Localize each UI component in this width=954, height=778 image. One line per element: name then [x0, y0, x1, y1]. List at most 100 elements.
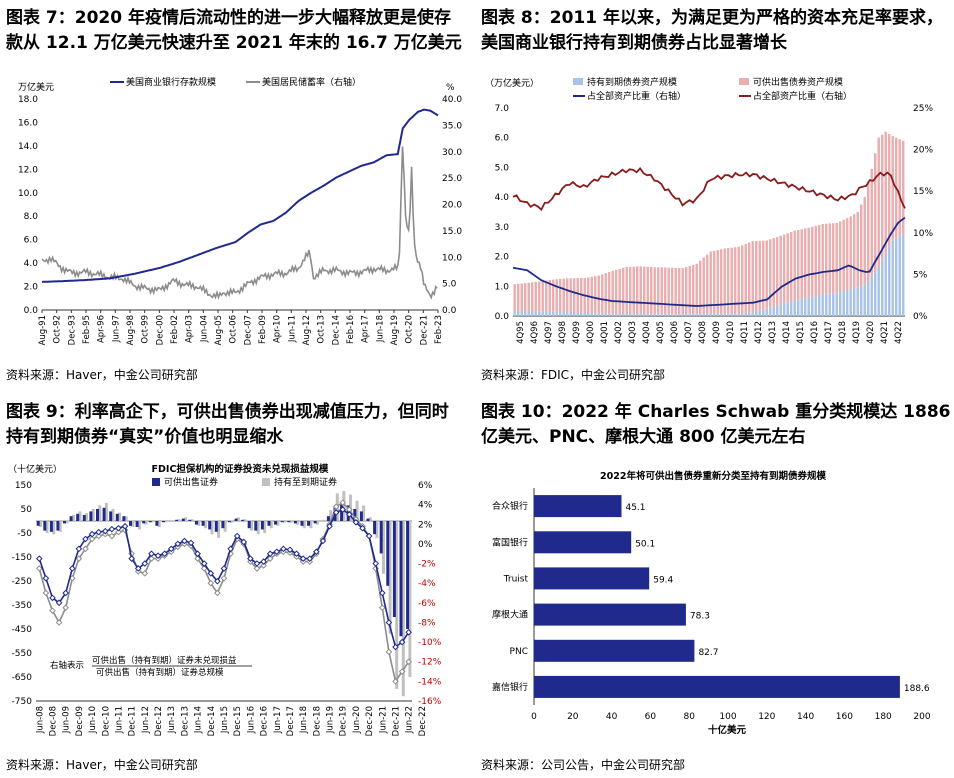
- fig9-series-afs-ratio-point: [280, 545, 287, 553]
- fig7-source: 资料来源：Haver，中金公司研究部: [6, 368, 198, 382]
- fig8-bar-afs: [744, 243, 747, 313]
- fig8-bar-htm: [692, 314, 695, 316]
- fig9-xtick-label: Jun-17: [273, 706, 283, 734]
- fig7-xtick-label: Jun-97: [111, 315, 121, 343]
- fig9-series-afs-ratio-point: [214, 577, 221, 585]
- fig9-ytick-left: -750: [12, 697, 33, 707]
- fig8-bar-afs: [545, 280, 548, 312]
- fig9-bar-afs: [122, 516, 126, 521]
- fig7-ytick-right: 35.0: [442, 121, 462, 131]
- fig8-bar-afs: [513, 284, 516, 311]
- fig9-xtick-label: Dec-14: [207, 706, 217, 736]
- fig7-right-unit: %: [446, 83, 455, 93]
- fig9-series-afs-ratio-point: [398, 638, 406, 646]
- fig9-series-afs-ratio-point: [299, 555, 307, 562]
- fig8-xtick-label: 4Q99: [572, 321, 582, 344]
- fig9-bar-htm: [256, 521, 260, 535]
- fig8-bar-htm: [888, 246, 891, 316]
- fig9-xtick-label: Dec-09: [75, 706, 85, 736]
- fig8-bar-htm: [772, 306, 775, 316]
- fig7-ytick-left: 14.0: [18, 142, 38, 152]
- fig8-bar-afs: [839, 221, 842, 292]
- fig8-bar-htm: [804, 298, 807, 316]
- fig9-bar-afs: [359, 511, 363, 521]
- fig8-bar-htm: [828, 293, 831, 316]
- fig8-ytick-left: 5.0: [495, 163, 510, 173]
- fig10-xtick-label: 0: [531, 712, 537, 722]
- fig9-bar-htm: [65, 521, 69, 524]
- fig8-bar-afs: [888, 134, 891, 247]
- fig8-bar-htm: [576, 312, 579, 316]
- fig8-source: 资料来源：FDIC，中金公司研究部: [481, 368, 666, 382]
- fig8-bar-afs: [702, 257, 705, 315]
- fig9-series-afs-ratio-point: [62, 589, 69, 597]
- fig9-series-afs-ratio-point: [88, 530, 96, 538]
- fig8-bar-afs: [860, 204, 863, 287]
- fig7-series-deposits-line: [41, 108, 439, 283]
- fig9-bar-htm: [91, 509, 95, 521]
- fig9-series-afs-ratio-point: [187, 539, 195, 547]
- fig9-series-afs-ratio-point: [115, 524, 122, 532]
- fig8-xtick-label: 4Q12: [754, 321, 764, 344]
- fig8-bar-afs: [674, 267, 677, 315]
- fig9-series-htm-ratio-point: [392, 678, 399, 685]
- fig9-bar-htm: [98, 505, 102, 521]
- fig8-bar-htm: [531, 311, 534, 316]
- fig9-xtick-label: Dec-21: [392, 706, 402, 736]
- fig7-xtick-label: Dec-21: [419, 315, 429, 345]
- fig8-bar-htm: [580, 312, 583, 316]
- fig10-chart-title: 2022年将可供出售债券重新分类至持有到期债券规模: [600, 470, 826, 482]
- fig8-bar-htm: [783, 303, 786, 316]
- fig8-bar-htm: [643, 314, 646, 316]
- fig9-bar-htm: [368, 517, 372, 521]
- fig7-xtick-label: Dec-93: [67, 315, 77, 345]
- fig8-legend-afs-ratio: 占全部资产比重（右轴）: [753, 90, 852, 102]
- fig8-bar-htm: [566, 312, 569, 316]
- fig10-value-label: 78.3: [690, 612, 710, 622]
- fig8-title-line1: 图表 8：2011 年以来，为满足更为严格的资本充足率要求，: [481, 8, 943, 28]
- fig8-bar-afs: [790, 232, 793, 302]
- fig9-bar-htm: [39, 521, 42, 527]
- fig9-xtick-label: Dec-18: [312, 706, 322, 736]
- fig10-xtick-label: 140: [797, 712, 814, 722]
- fig8-xtick-label: 4Q03: [628, 321, 638, 344]
- fig7-ytick-right: 5.0: [442, 280, 457, 290]
- fig9-bar-htm: [78, 511, 82, 521]
- fig8-bar-htm: [723, 313, 726, 316]
- fig9-bar-afs: [267, 521, 271, 526]
- fig8-bar-afs: [825, 223, 828, 295]
- fig9-series-afs-ratio-point: [181, 537, 188, 545]
- fig9-bar-htm: [203, 521, 207, 529]
- fig9-bar-htm: [296, 521, 300, 525]
- fig8-bar-htm: [639, 313, 642, 316]
- fig9-bar-afs: [340, 503, 344, 521]
- fig7-xtick-label: Apr-10: [273, 315, 283, 343]
- fig9-series-htm-ratio-point: [339, 499, 347, 506]
- fig8-bar-afs: [793, 230, 796, 301]
- fig9-series-htm-ratio-point: [42, 589, 50, 597]
- fig8-bar-afs: [846, 218, 849, 291]
- fig8-bar-htm: [709, 313, 712, 316]
- fig9-series-htm-ratio-point: [115, 528, 122, 536]
- fig8-ytick-right: 20%: [913, 146, 933, 156]
- fig8-bar-htm: [814, 296, 817, 316]
- fig7-ytick-left: 8.0: [24, 212, 39, 222]
- fig9-series-afs-ratio-point: [49, 594, 56, 602]
- fig8-bar-htm: [552, 311, 555, 316]
- fig9-xtick-label: Jun-22: [405, 706, 415, 734]
- fig9-series-afs-ratio-point: [233, 532, 241, 540]
- fig8-bar-afs: [814, 225, 817, 297]
- fig7-xtick-label: Oct-20: [405, 315, 415, 344]
- fig10-bar: [534, 531, 632, 554]
- fig9-ytick-left: -150: [12, 553, 33, 563]
- fig9-bar-htm: [85, 513, 89, 521]
- fig9-bar-afs: [234, 518, 238, 521]
- fig8-bar-htm: [541, 311, 544, 316]
- fig8-xtick-label: 4Q05: [656, 321, 666, 344]
- fig8-legend-swatch-afs: [739, 78, 749, 85]
- fig10-category-label: 富国银行: [492, 536, 528, 548]
- fig8-bar-afs: [615, 269, 618, 314]
- fig10-value-label: 59.4: [653, 575, 673, 585]
- fig9-bar-afs: [82, 515, 86, 521]
- fig8-xtick-label: 4Q98: [558, 321, 568, 344]
